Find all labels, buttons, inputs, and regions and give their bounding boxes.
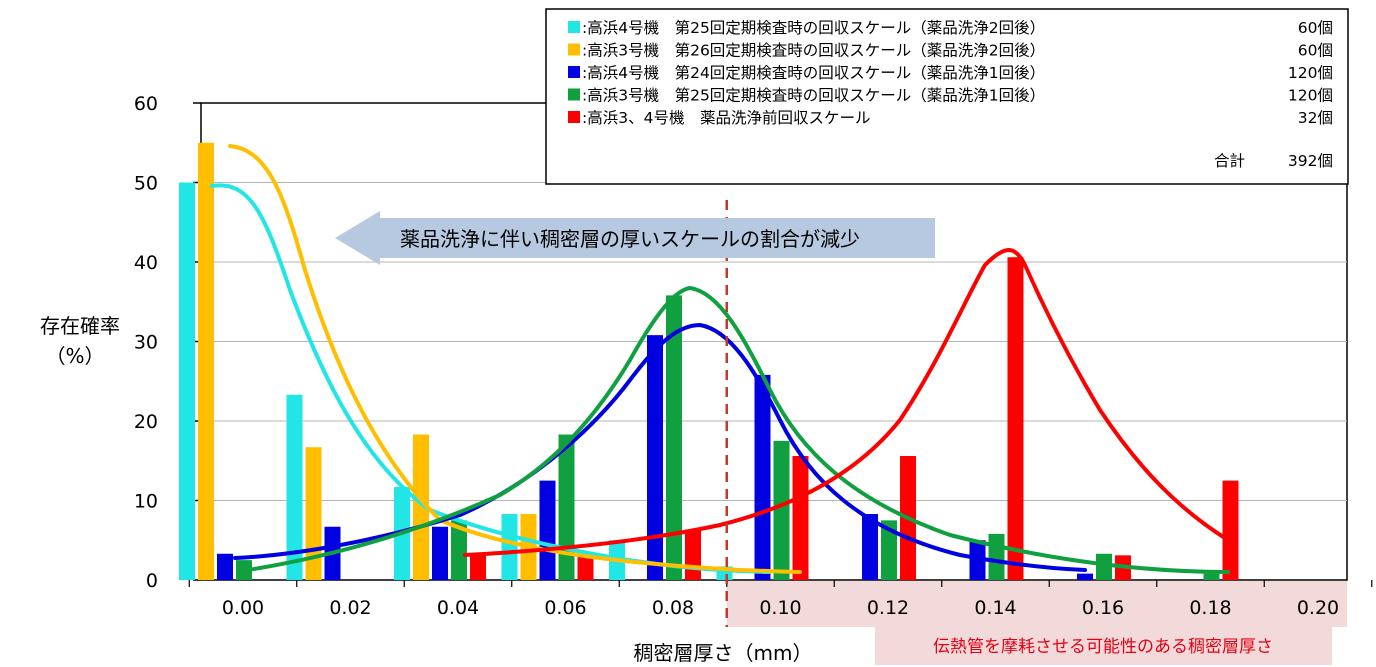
legend-label: :高浜3号機 第25回定期検査時の回収スケール（薬品洗浄1回後） bbox=[582, 87, 1045, 105]
x-tick-label: 0.12 bbox=[867, 597, 909, 619]
legend-label: :高浜3、4号機 薬品洗浄前回収スケール bbox=[582, 109, 870, 127]
x-axis-label: 稠密層厚さ（mm） bbox=[634, 641, 813, 665]
x-tick-label: 0.06 bbox=[544, 597, 586, 619]
legend-count: 120個 bbox=[1288, 64, 1333, 82]
bar bbox=[451, 520, 467, 580]
bar bbox=[179, 182, 195, 580]
legend-total-label: 合計 bbox=[1214, 152, 1245, 170]
bar bbox=[969, 540, 986, 580]
decrease-arrow bbox=[335, 211, 935, 265]
legend-swatch bbox=[568, 88, 580, 101]
x-tick-label: 0.02 bbox=[329, 597, 371, 619]
legend-swatch bbox=[568, 66, 580, 78]
bar bbox=[754, 374, 771, 580]
bar bbox=[236, 560, 252, 580]
bar bbox=[432, 526, 448, 580]
legend-swatch bbox=[568, 43, 580, 56]
legend-count: 60個 bbox=[1298, 42, 1333, 60]
bar bbox=[1203, 573, 1220, 580]
legend-total-count: 392個 bbox=[1288, 152, 1333, 170]
bar bbox=[1222, 480, 1239, 580]
x-tick-label: 0.08 bbox=[652, 597, 694, 619]
bar bbox=[773, 440, 790, 580]
y-tick-label: 60 bbox=[134, 93, 158, 115]
bar bbox=[862, 514, 878, 580]
x-tick-label: 0.04 bbox=[437, 597, 479, 619]
bar bbox=[501, 514, 518, 580]
legend-count: 120個 bbox=[1288, 87, 1333, 105]
bar bbox=[198, 142, 214, 580]
y-tick-label: 50 bbox=[134, 173, 158, 195]
legend-swatch bbox=[568, 21, 580, 33]
bar bbox=[1077, 573, 1093, 580]
legend-box bbox=[545, 8, 1349, 185]
bar bbox=[881, 520, 897, 580]
y-tick-label: 20 bbox=[134, 411, 158, 433]
bar bbox=[577, 555, 594, 580]
legend-label: :高浜3号機 第26回定期検査時の回収スケール（薬品洗浄2回後） bbox=[582, 42, 1045, 60]
wear-region-label-box bbox=[875, 627, 1332, 665]
y-tick-label: 0 bbox=[146, 570, 158, 592]
legend-label: :高浜4号機 第24回定期検査時の回収スケール（薬品洗浄1回後） bbox=[582, 64, 1045, 82]
x-tick-label: 0.16 bbox=[1082, 597, 1124, 619]
bar bbox=[470, 555, 486, 580]
bar bbox=[286, 394, 303, 580]
wear-region-shade bbox=[726, 581, 1347, 627]
legend-swatch bbox=[568, 111, 580, 123]
bar bbox=[305, 447, 322, 580]
legend-count: 32個 bbox=[1298, 109, 1333, 127]
y-tick-labels: 0 10 20 30 40 50 60 bbox=[134, 93, 158, 592]
bar bbox=[1007, 257, 1024, 580]
legend-count: 60個 bbox=[1298, 19, 1333, 37]
x-tick-label: 0.20 bbox=[1297, 597, 1339, 619]
bar bbox=[413, 434, 429, 580]
decrease-arrow-text: 薬品洗浄に伴い稠密層の厚いスケールの割合が減少 bbox=[400, 227, 860, 251]
bar bbox=[539, 480, 556, 580]
x-tick-labels: 0.00 0.02 0.04 0.06 0.08 0.10 0.12 0.14 0.16 0.18… bbox=[222, 597, 1339, 619]
legend-label: :高浜4号機 第25回定期検査時の回収スケール（薬品洗浄2回後） bbox=[582, 19, 1045, 37]
y-axis-label-line2: （%） bbox=[45, 344, 104, 368]
bar bbox=[792, 455, 809, 580]
x-tick-label: 0.00 bbox=[222, 597, 264, 619]
bar bbox=[647, 335, 663, 580]
legend: :高浜4号機 第25回定期検査時の回収スケール（薬品洗浄2回後） 60個 :高浜3号… bbox=[568, 19, 1333, 127]
y-tick-label: 40 bbox=[134, 252, 158, 274]
bar bbox=[217, 553, 233, 580]
bar bbox=[558, 434, 575, 580]
y-axis-label-line1: 存在確率 bbox=[40, 314, 120, 338]
bar bbox=[685, 529, 701, 580]
bar bbox=[666, 295, 682, 580]
x-tick-label: 0.18 bbox=[1189, 597, 1231, 619]
bar bbox=[1096, 553, 1112, 580]
trend-curves bbox=[210, 144, 1230, 574]
y-tick-label: 10 bbox=[134, 491, 158, 513]
trend-curve-green bbox=[246, 285, 1230, 574]
wear-region-label: 伝熱管を摩耗させる可能性のある稠密層厚さ bbox=[933, 637, 1273, 657]
x-tick-label: 0.10 bbox=[759, 597, 801, 619]
x-tick-label: 0.14 bbox=[974, 597, 1016, 619]
trend-curve-red bbox=[463, 248, 1230, 557]
y-tick-label: 30 bbox=[134, 332, 158, 354]
trend-curve-orange bbox=[228, 144, 802, 574]
bar bbox=[988, 533, 1005, 580]
